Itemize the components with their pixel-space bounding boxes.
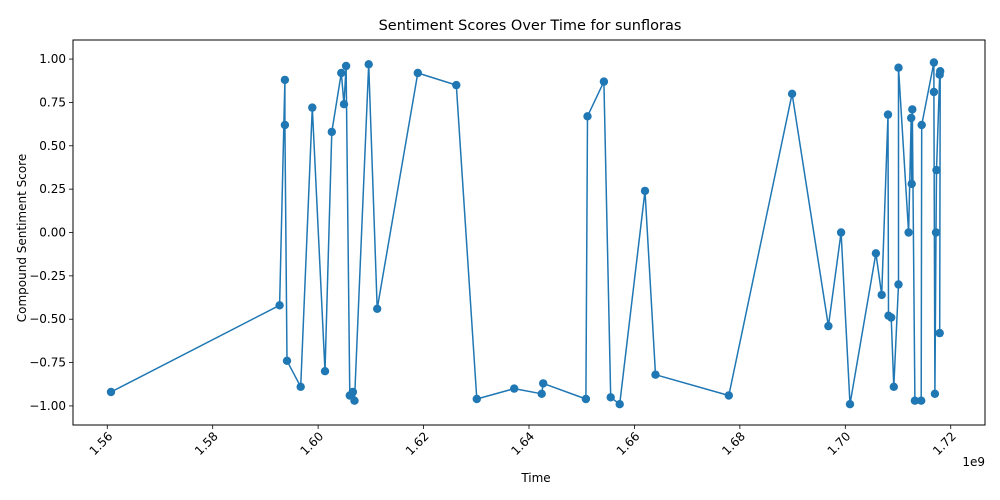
data-point bbox=[350, 396, 359, 405]
x-axis-offset-label: 1e9 bbox=[962, 455, 985, 469]
data-point bbox=[931, 228, 941, 237]
y-tick-label: 0.75 bbox=[39, 95, 66, 109]
y-tick-label: 0.50 bbox=[39, 139, 66, 153]
data-point bbox=[787, 89, 797, 99]
data-point bbox=[615, 400, 624, 409]
data-point bbox=[280, 120, 290, 130]
data-point bbox=[887, 313, 896, 322]
data-point bbox=[472, 394, 481, 404]
data-point bbox=[539, 379, 548, 388]
data-point bbox=[339, 100, 349, 109]
data-point bbox=[889, 382, 898, 391]
y-tick-label: −0.75 bbox=[29, 356, 66, 370]
y-tick-label: −1.00 bbox=[29, 399, 66, 413]
data-point bbox=[929, 58, 939, 67]
data-point bbox=[510, 384, 519, 393]
data-point bbox=[537, 389, 546, 398]
data-point bbox=[907, 179, 916, 189]
data-point bbox=[452, 80, 461, 90]
y-tick-label: −0.50 bbox=[29, 312, 66, 326]
data-point bbox=[373, 304, 382, 313]
data-point bbox=[910, 396, 920, 405]
data-point bbox=[824, 321, 833, 331]
data-point bbox=[348, 387, 358, 397]
data-point bbox=[929, 87, 939, 97]
data-point bbox=[640, 186, 650, 196]
data-point bbox=[917, 120, 926, 130]
data-point bbox=[282, 356, 292, 365]
data-point bbox=[275, 301, 284, 310]
data-point bbox=[327, 127, 336, 137]
data-point bbox=[651, 370, 660, 379]
data-point bbox=[724, 391, 733, 400]
data-point bbox=[907, 113, 916, 123]
data-point bbox=[845, 400, 855, 409]
data-point bbox=[341, 61, 351, 71]
data-point bbox=[894, 63, 903, 72]
data-point bbox=[908, 105, 917, 114]
data-point bbox=[935, 328, 944, 338]
data-point bbox=[308, 103, 317, 112]
data-point bbox=[106, 387, 116, 397]
y-tick-label: 0.00 bbox=[39, 226, 66, 240]
y-tick-label: −0.25 bbox=[29, 269, 66, 283]
data-point bbox=[871, 249, 881, 258]
data-point bbox=[320, 367, 330, 376]
data-point bbox=[606, 393, 615, 402]
data-point bbox=[337, 68, 346, 78]
data-point bbox=[894, 280, 903, 289]
plot-area bbox=[106, 58, 945, 409]
data-point bbox=[932, 165, 941, 175]
data-point bbox=[930, 389, 940, 398]
y-axis-label: Compound Sentiment Score bbox=[15, 154, 29, 322]
data-point bbox=[877, 290, 886, 300]
data-point bbox=[583, 112, 592, 121]
y-axis-ticks: −1.00 −0.75 −0.50 −0.25 0.00 0.25 0.50 0.75 1.00 bbox=[29, 52, 73, 413]
chart-title: Sentiment Scores Over Time for sunfloras bbox=[379, 18, 682, 34]
y-tick-label: 1.00 bbox=[39, 52, 66, 66]
x-axis-label: Time bbox=[520, 471, 550, 485]
data-point bbox=[413, 68, 422, 78]
data-point bbox=[936, 67, 945, 76]
data-point bbox=[581, 394, 591, 404]
data-point bbox=[904, 228, 913, 237]
data-point bbox=[836, 228, 846, 237]
data-points bbox=[106, 58, 945, 409]
data-point bbox=[917, 396, 926, 405]
data-point bbox=[883, 110, 893, 119]
data-point bbox=[280, 75, 290, 85]
y-tick-label: 0.25 bbox=[39, 182, 66, 196]
data-point bbox=[296, 382, 305, 391]
data-point bbox=[599, 77, 609, 86]
data-point bbox=[364, 60, 373, 69]
